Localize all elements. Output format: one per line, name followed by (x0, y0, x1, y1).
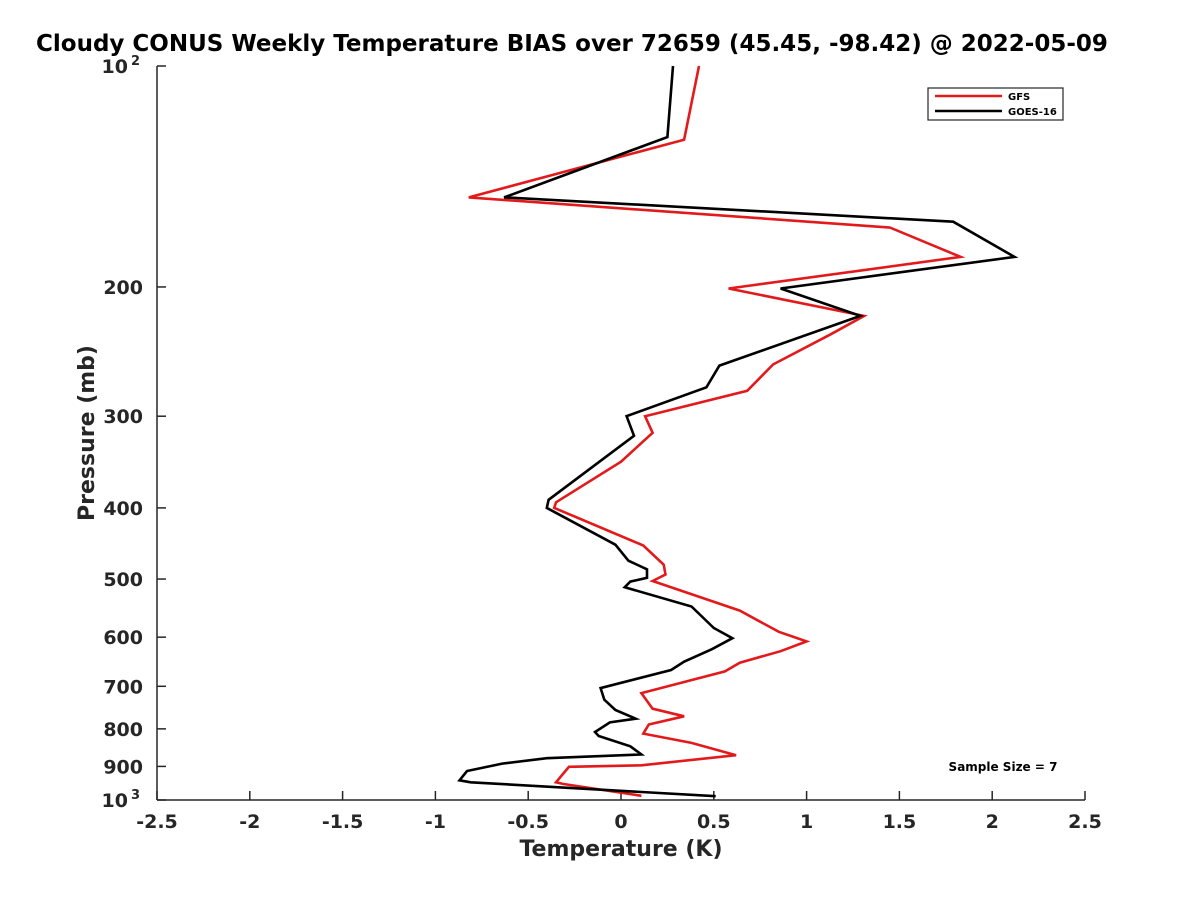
x-tick-label: 2.5 (1068, 811, 1102, 833)
x-tick-label: -2.5 (136, 811, 178, 833)
y-tick-label: 200 (103, 277, 143, 299)
sample-size-annotation: Sample Size = 7 (949, 760, 1058, 774)
y-tick-label: 400 (103, 498, 143, 520)
y-axis-label: Pressure (mb) (75, 345, 100, 521)
y-tick-label: 500 (103, 569, 143, 591)
x-tick-label: 2 (986, 811, 999, 833)
y-tick-label: 10 (102, 56, 128, 78)
y-tick-label: 800 (103, 719, 143, 741)
axes (156, 65, 1086, 801)
x-tick-label: -0.5 (507, 811, 549, 833)
x-tick-label: -1.5 (322, 811, 364, 833)
x-tick-label: 0 (614, 811, 627, 833)
y-tick-label: 600 (103, 627, 143, 649)
x-tick-label: 0.5 (697, 811, 731, 833)
y-tick-label: 700 (103, 676, 143, 698)
legend-box (927, 87, 1064, 121)
x-tick-label: -2 (239, 811, 260, 833)
y-tick-exponent: 3 (131, 788, 140, 803)
y-tick-label: 900 (103, 756, 143, 778)
x-tick-label: 1 (800, 811, 813, 833)
legend: GFS GOES-16 (927, 87, 1064, 121)
x-tick-label: -1 (425, 811, 446, 833)
series-layer (457, 65, 1019, 798)
series-line-gfs (468, 65, 966, 798)
chart-title: Cloudy CONUS Weekly Temperature BIAS ove… (36, 31, 1108, 57)
x-axis-label: Temperature (K) (519, 837, 722, 862)
series-line-goes-16 (457, 65, 1019, 798)
legend-label-gfs: GFS (1008, 92, 1030, 103)
legend-label-goes-16: GOES-16 (1008, 107, 1057, 118)
x-tick-labels: -2.5 -2 -1.5 -1 -0.5 0 0.5 1 1.5 2 2.5 (136, 811, 1102, 833)
y-tick-label: 10 (102, 790, 128, 812)
y-tick-exponent: 2 (131, 54, 140, 69)
x-tick-label: 1.5 (883, 811, 917, 833)
y-tick-label: 300 (103, 406, 143, 428)
